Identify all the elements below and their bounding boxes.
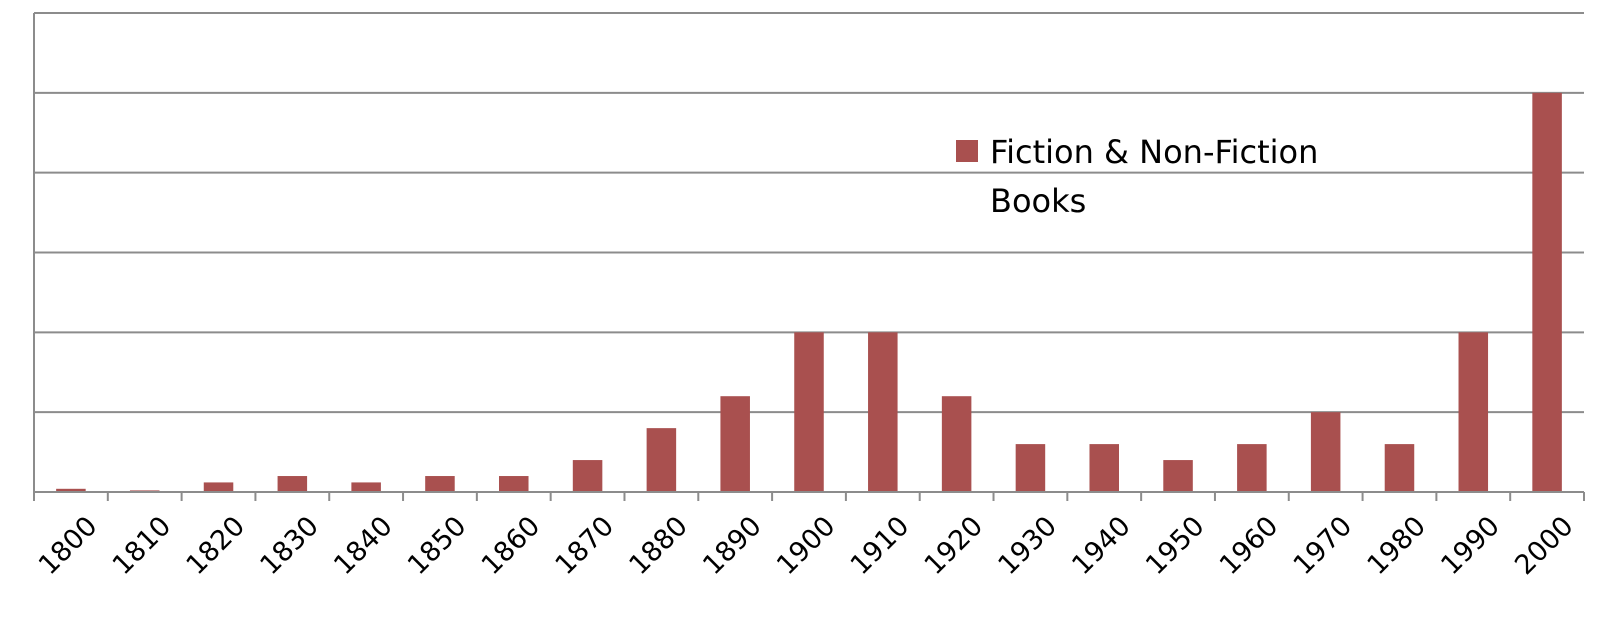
x-tick-label: 1800 bbox=[33, 511, 104, 582]
x-tick-label: 1990 bbox=[1435, 511, 1506, 582]
bar bbox=[499, 476, 529, 492]
bar bbox=[1015, 444, 1046, 492]
x-tick-label: 1950 bbox=[1140, 511, 1211, 582]
bar bbox=[868, 332, 898, 492]
x-tick-label: 1870 bbox=[550, 511, 621, 582]
x-tick-label: 1830 bbox=[254, 511, 325, 582]
x-tick-label: 1850 bbox=[402, 511, 473, 582]
bar bbox=[1237, 444, 1267, 492]
bar bbox=[720, 396, 750, 492]
bar bbox=[1458, 332, 1489, 492]
bar bbox=[646, 428, 677, 492]
x-tick-label: 1960 bbox=[1214, 511, 1285, 582]
x-tick-label: 1880 bbox=[623, 511, 694, 582]
bar bbox=[1532, 92, 1562, 492]
bar bbox=[351, 482, 381, 492]
bar bbox=[203, 482, 234, 492]
x-tick-label: 2000 bbox=[1509, 511, 1580, 582]
x-tick-label: 1820 bbox=[181, 511, 252, 582]
x-tick-label: 1900 bbox=[771, 511, 842, 582]
bar bbox=[56, 488, 86, 492]
x-tick-label: 1910 bbox=[845, 511, 916, 582]
x-tick-label: 1970 bbox=[1288, 511, 1359, 582]
x-tick-label: 1810 bbox=[107, 511, 178, 582]
x-tick-label: 1860 bbox=[476, 511, 547, 582]
bar bbox=[1089, 444, 1119, 492]
x-tick-label: 1890 bbox=[697, 511, 768, 582]
bar bbox=[794, 332, 824, 492]
bar bbox=[941, 396, 972, 492]
bar bbox=[425, 476, 455, 492]
legend: Fiction & Non-Fiction Books bbox=[956, 128, 1356, 226]
bar bbox=[1310, 412, 1341, 492]
legend-label: Fiction & Non-Fiction Books bbox=[990, 133, 1319, 220]
x-tick-label: 1930 bbox=[992, 511, 1063, 582]
x-tick-label: 1840 bbox=[328, 511, 399, 582]
x-tick-label: 1980 bbox=[1361, 511, 1432, 582]
x-tick-label: 1940 bbox=[1066, 511, 1137, 582]
x-tick-label: 1920 bbox=[919, 511, 990, 582]
bar bbox=[277, 476, 308, 492]
legend-swatch bbox=[956, 140, 978, 162]
bar bbox=[1163, 460, 1193, 492]
bar bbox=[572, 460, 603, 492]
bar bbox=[1384, 444, 1415, 492]
